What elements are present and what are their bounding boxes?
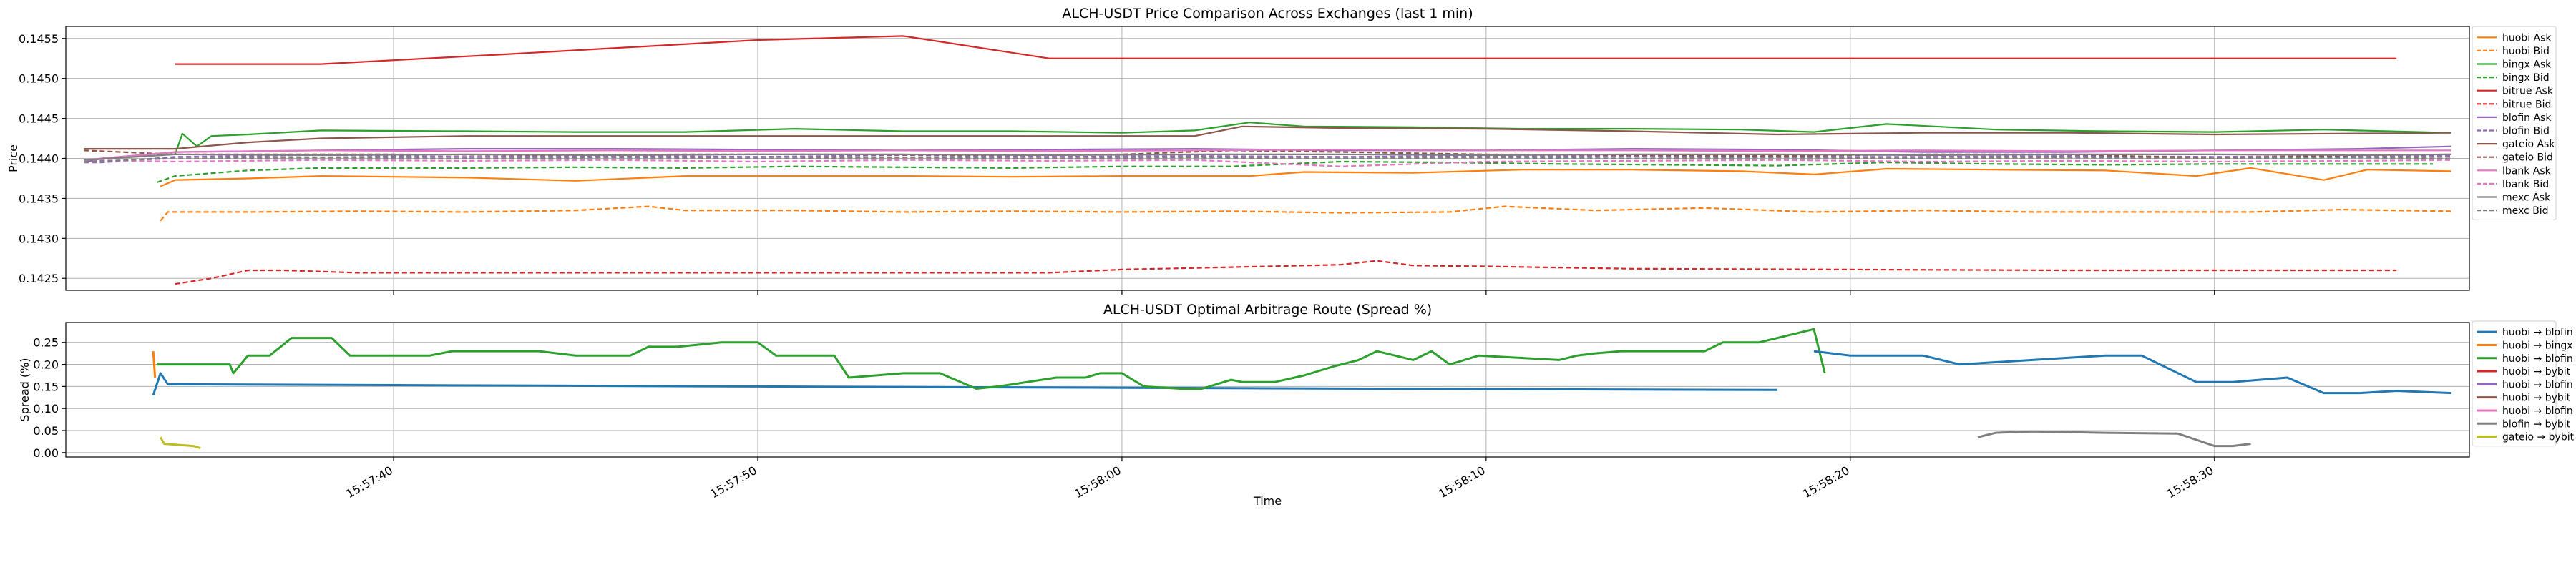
legend-label-huobi-to-blofin: huobi → blofin xyxy=(2502,379,2573,390)
y-tick-label: 0.1455 xyxy=(19,32,59,46)
series-group xyxy=(152,328,2451,450)
legend-label-blofin-to-bybit: blofin → bybit xyxy=(2502,418,2571,430)
legend-label-huobi-to-blofin: huobi → blofin xyxy=(2502,327,2573,338)
x-tick-label: 15:58:30 xyxy=(2165,463,2216,501)
series-line-lbank-bid xyxy=(84,159,2451,167)
legend-label-huobi-to-bybit: huobi → bybit xyxy=(2502,366,2571,378)
legend-label-huobi-to-bingx: huobi → bingx xyxy=(2502,340,2573,351)
y-tick-label: 0.1450 xyxy=(19,72,59,86)
x-tick-label: 15:57:50 xyxy=(708,463,759,501)
y-tick-label: 0.1445 xyxy=(19,112,59,126)
legend-label-blofin-ask: blofin Ask xyxy=(2502,112,2552,124)
y-tick-label: 0.15 xyxy=(33,380,59,393)
y-tick-label: 0.25 xyxy=(33,336,59,350)
y-tick-label: 0.00 xyxy=(33,446,59,460)
series-line-mexc-ask xyxy=(84,153,2451,161)
chart-title: ALCH-USDT Optimal Arbitrage Route (Sprea… xyxy=(1103,302,1432,318)
series-line-bingx-bid xyxy=(156,160,2434,184)
legend-label-mexc-ask: mexc Ask xyxy=(2502,192,2551,204)
legend-label-huobi-bid: huobi Bid xyxy=(2502,46,2550,57)
legend-label-gateio-bid: gateio Bid xyxy=(2502,152,2553,164)
legend-label-huobi-ask: huobi Ask xyxy=(2502,32,2552,44)
series-line-blofin-to-bybit xyxy=(1977,430,2251,448)
spread-panel: 0.00 0.05 0.10 0.15 0.20 0.25 ALCH-USDT Optima… xyxy=(18,302,2575,508)
y-tick-label: 0.1440 xyxy=(19,152,59,166)
legend-label-blofin-bid: blofin Bid xyxy=(2502,126,2550,137)
series-line-mexc-bid xyxy=(84,157,2451,163)
series-line-lbank-ask xyxy=(84,149,2451,161)
series-line-huobi-ask xyxy=(160,167,2451,187)
series-line-huobi-to-blofin xyxy=(152,372,1778,396)
legend-label-bingx-bid: bingx Bid xyxy=(2502,72,2550,84)
legend-label-bitrue-bid: bitrue Bid xyxy=(2502,99,2551,110)
legend-box xyxy=(2472,320,2557,447)
legend-label-huobi-to-bybit: huobi → bybit xyxy=(2502,393,2571,404)
series-line-huobi-to-blofin xyxy=(157,328,1826,390)
axes-frame xyxy=(65,322,2470,458)
series-line-huobi-bid xyxy=(160,205,2451,222)
series-line-gateio-to-bybit xyxy=(159,436,201,450)
price-panel: 0.1425 0.1430 0.1435 0.1440 0.1445 0.1450 0.14… xyxy=(6,6,2557,295)
legend-label-huobi-to-blofin: huobi → blofin xyxy=(2502,353,2573,365)
legend-label-mexc-bid: mexc Bid xyxy=(2502,205,2549,217)
series-line-bitrue-bid xyxy=(175,260,2397,285)
series-line-bitrue-ask xyxy=(175,35,2397,65)
series-line-bingx-ask xyxy=(157,122,2451,155)
chart-title: ALCH-USDT Price Comparison Across Exchan… xyxy=(1062,6,1473,21)
x-tick-label: 15:58:00 xyxy=(1072,463,1123,501)
series-line-gateio-ask xyxy=(84,125,2451,150)
y-axis-label: Price xyxy=(6,144,20,172)
series-line-huobi-to-bingx xyxy=(152,350,157,378)
y-tick-label: 0.1430 xyxy=(19,232,59,245)
y-tick-label: 0.20 xyxy=(33,358,59,372)
x-tick-label: 15:58:10 xyxy=(1436,463,1488,501)
x-tick-label: 15:57:40 xyxy=(343,463,395,501)
x-axis-label: Time xyxy=(1253,494,1282,508)
legend-label-bingx-ask: bingx Ask xyxy=(2502,59,2552,71)
legend-box xyxy=(2472,26,2557,220)
legend-label-huobi-to-blofin: huobi → blofin xyxy=(2502,406,2573,417)
y-tick-label: 0.1425 xyxy=(19,272,59,285)
legend-label-gateio-to-bybit: gateio → bybit xyxy=(2502,432,2575,443)
legend-label-lbank-ask: lbank Ask xyxy=(2502,165,2552,177)
y-tick-label: 0.05 xyxy=(33,424,59,438)
legend-label-gateio-ask: gateio Ask xyxy=(2502,139,2555,150)
y-tick-label: 0.1435 xyxy=(19,192,59,205)
series-line-huobi-to-blofin xyxy=(1813,350,2451,395)
y-axis-label: Spread (%) xyxy=(18,358,31,421)
y-tick-label: 0.10 xyxy=(33,402,59,416)
x-tick-label: 15:58:20 xyxy=(1800,463,1852,501)
legend-label-lbank-bid: lbank Bid xyxy=(2502,179,2549,190)
axes-frame xyxy=(65,26,2470,291)
legend-label-bitrue-ask: bitrue Ask xyxy=(2502,86,2554,97)
series-group xyxy=(84,35,2451,285)
